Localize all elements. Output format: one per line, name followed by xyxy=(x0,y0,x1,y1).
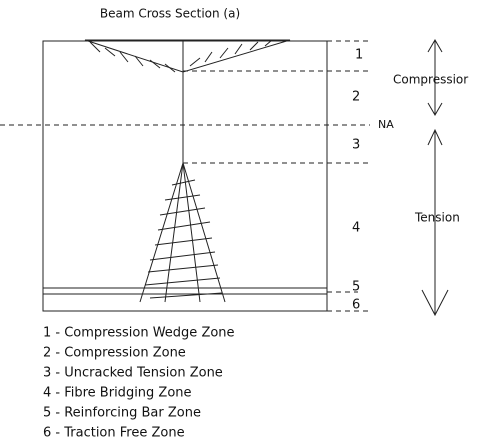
legend-item: 5 - Reinforcing Bar Zone xyxy=(43,406,201,421)
diagram: Beam Cross Section (a) 1 2 3 4 5 6 NA Co… xyxy=(0,0,483,443)
zone-number: 6 xyxy=(352,298,360,313)
legend-item: 1 - Compression Wedge Zone xyxy=(43,326,235,341)
zone-number: 2 xyxy=(352,90,360,105)
neutral-axis-label: NA xyxy=(378,118,394,131)
legend: 1 - Compression Wedge Zone 2 - Compressio… xyxy=(43,326,235,441)
zone-number: 3 xyxy=(352,138,360,153)
crack-tower xyxy=(140,163,225,302)
zone-number: 4 xyxy=(352,221,360,236)
tension-label: Tension xyxy=(414,211,460,225)
compression-label: Compressior xyxy=(393,73,468,87)
legend-item: 3 - Uncracked Tension Zone xyxy=(43,366,223,381)
zone-number: 1 xyxy=(355,48,363,63)
legend-item: 6 - Traction Free Zone xyxy=(43,426,185,441)
title: Beam Cross Section (a) xyxy=(100,7,240,21)
compression-wedge xyxy=(85,40,290,163)
legend-item: 2 - Compression Zone xyxy=(43,346,186,361)
zone-number: 5 xyxy=(352,280,360,295)
legend-item: 4 - Fibre Bridging Zone xyxy=(43,386,192,401)
